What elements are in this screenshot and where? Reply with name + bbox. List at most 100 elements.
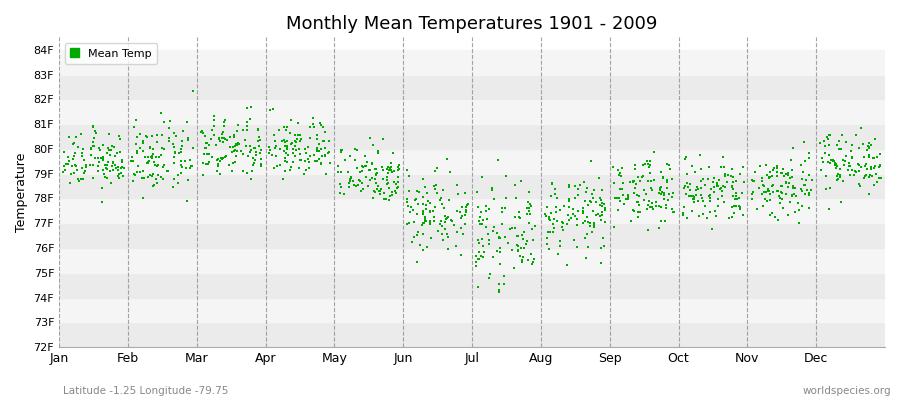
Point [95,167,110,173]
Point [525,251,539,257]
Point [86,138,101,145]
Point [385,169,400,176]
Point [828,159,842,166]
Point [132,169,147,175]
Point [386,179,400,186]
Point [254,146,268,153]
Point [776,166,790,172]
Point [804,187,818,194]
Point [781,180,796,186]
Point [343,175,357,182]
Point [520,238,535,244]
Point [473,214,488,220]
Point [763,212,778,218]
Point [851,162,866,168]
Point [85,145,99,151]
Point [356,186,370,192]
Point [335,147,349,154]
Point [703,192,717,198]
Point [476,217,491,223]
Point [284,141,298,148]
Point [677,204,691,210]
Point [626,207,641,214]
Point [310,147,324,154]
Point [207,132,221,138]
Point [233,148,248,155]
Point [695,194,709,201]
Point [576,210,590,216]
Point [312,141,327,147]
Point [212,136,227,143]
Point [61,161,76,167]
Point [365,195,380,201]
Point [701,176,716,182]
Point [508,225,523,232]
Point [814,167,828,173]
Point [618,196,633,202]
Point [316,138,330,144]
Point [252,134,266,140]
Point [174,149,188,155]
Point [196,172,211,179]
Point [544,180,559,186]
Point [859,171,873,178]
Point [639,190,653,197]
Point [676,212,690,218]
Point [834,199,849,206]
Point [662,190,677,197]
Point [509,232,524,239]
Point [423,219,437,226]
Point [302,135,317,141]
Point [578,197,592,204]
Point [221,162,236,169]
Point [492,235,507,242]
Point [287,152,302,159]
Point [643,162,657,168]
Point [239,170,254,176]
Point [485,186,500,193]
Point [211,156,225,163]
Point [268,145,283,152]
Point [141,174,156,180]
Point [106,167,121,173]
Point [545,229,560,236]
Point [762,174,777,180]
Point [486,196,500,202]
Point [773,189,788,195]
Point [620,194,634,200]
Point [852,168,867,174]
Point [758,196,772,202]
Point [67,140,81,146]
Point [130,150,144,156]
Bar [59,322,885,347]
Point [387,188,401,194]
Point [101,145,115,151]
Point [226,160,240,166]
Point [798,177,813,184]
Point [693,151,707,158]
Point [436,237,450,243]
Point [839,139,853,145]
Point [426,207,440,214]
Point [216,135,230,141]
Point [384,166,399,173]
Point [744,196,759,202]
Point [494,208,508,215]
Point [373,188,387,194]
Point [592,202,607,208]
Point [724,166,739,172]
Point [423,218,437,225]
Point [515,259,529,266]
Point [850,160,865,167]
Point [211,156,225,162]
Point [156,176,170,182]
Point [255,161,269,168]
Point [629,199,643,206]
Point [547,225,562,231]
Point [654,203,669,210]
Point [832,172,847,178]
Point [229,153,243,159]
Point [594,186,608,193]
Point [416,220,430,226]
Point [774,183,788,190]
